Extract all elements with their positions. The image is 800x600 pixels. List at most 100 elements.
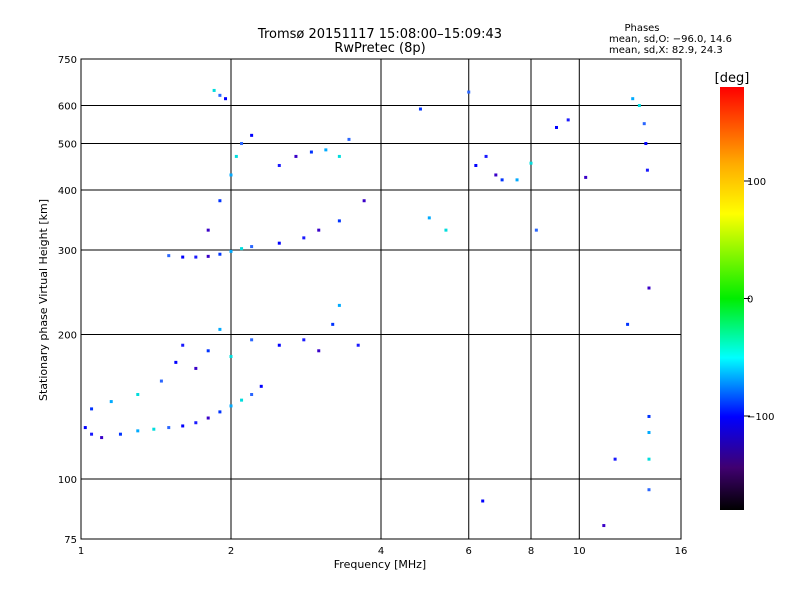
- data-point: [100, 436, 104, 440]
- data-point: [229, 173, 233, 177]
- data-point: [259, 384, 263, 388]
- data-point: [250, 133, 254, 137]
- data-point: [494, 173, 498, 177]
- data-point: [515, 178, 519, 182]
- data-point: [90, 432, 94, 436]
- data-point: [481, 499, 485, 503]
- data-point: [234, 154, 238, 158]
- chart-subtitle: RwPretec (8p): [334, 41, 425, 56]
- data-point: [206, 254, 210, 258]
- data-point: [218, 93, 222, 97]
- x-tick-label: 1: [78, 546, 84, 557]
- data-point: [347, 137, 351, 141]
- data-point: [136, 393, 140, 397]
- data-point: [277, 343, 281, 347]
- data-point: [356, 343, 360, 347]
- plot-grid: [81, 59, 681, 539]
- data-point: [206, 349, 210, 353]
- chart-title: Tromsø 20151117 15:08:00–15:09:43: [257, 27, 502, 42]
- data-point: [647, 286, 651, 290]
- data-point: [534, 228, 538, 232]
- data-point: [647, 457, 651, 461]
- x-tick-label: 2: [228, 546, 234, 557]
- data-point: [250, 245, 254, 249]
- data-point: [218, 327, 222, 331]
- x-axis-label: Frequency [MHz]: [334, 558, 426, 571]
- data-point: [362, 199, 366, 203]
- x-tick-labels: 1 2 4 6 8 10 16: [78, 546, 688, 557]
- stats-o-line: mean, sd,O: −96.0, 14.6: [609, 34, 732, 45]
- data-point: [500, 178, 504, 182]
- y-tick-label: 300: [58, 246, 77, 257]
- data-point: [240, 247, 244, 251]
- data-point: [647, 414, 651, 418]
- data-point: [644, 142, 648, 146]
- data-point: [584, 175, 588, 179]
- y-tick-label: 100: [58, 475, 77, 486]
- data-point: [277, 241, 281, 245]
- y-axis-label: Stationary phase Virtual Height [km]: [37, 199, 50, 401]
- data-point: [181, 255, 185, 259]
- y-tick-label: 400: [58, 186, 77, 197]
- data-point: [337, 154, 341, 158]
- data-point: [613, 457, 617, 461]
- data-point: [317, 349, 321, 353]
- data-point: [331, 322, 335, 326]
- data-point: [167, 426, 171, 430]
- data-point: [194, 255, 198, 259]
- data-point: [152, 427, 156, 431]
- data-point: [83, 426, 87, 430]
- data-point: [647, 488, 651, 492]
- data-point: [324, 148, 328, 152]
- data-point: [118, 432, 122, 436]
- plot-frame: [80, 58, 682, 540]
- data-point: [206, 416, 210, 420]
- data-point: [474, 163, 478, 167]
- y-tick-label: 200: [58, 331, 77, 342]
- data-point: [174, 360, 178, 364]
- y-tick-labels: 75 100 200 300 400 500 600 750: [58, 55, 77, 546]
- data-point: [218, 410, 222, 414]
- y-tick-label: 75: [64, 535, 77, 546]
- data-point: [554, 125, 558, 129]
- x-tick-label: 16: [675, 546, 688, 557]
- data-point: [218, 252, 222, 256]
- stats-heading: Phases: [624, 23, 659, 34]
- data-point: [229, 404, 233, 408]
- data-point: [159, 379, 163, 383]
- data-point: [109, 400, 113, 404]
- data-point: [642, 122, 646, 126]
- stats-x-line: mean, sd,X: 82.9, 24.3: [609, 45, 723, 56]
- colorbar-tick-label: 0: [747, 295, 753, 306]
- data-point: [224, 97, 228, 101]
- data-point: [194, 421, 198, 425]
- data-point: [167, 254, 171, 258]
- data-point: [337, 219, 341, 223]
- colorbar-label: [deg]: [715, 71, 750, 86]
- data-point: [302, 338, 306, 342]
- y-tick-label: 600: [58, 102, 77, 113]
- data-point: [484, 154, 488, 158]
- data-point: [317, 228, 321, 232]
- data-point: [631, 97, 635, 101]
- data-point: [302, 236, 306, 240]
- data-point: [250, 338, 254, 342]
- colorbar-tick-label: 100: [747, 177, 766, 188]
- data-point: [194, 366, 198, 370]
- data-point: [277, 163, 281, 167]
- data-point: [626, 322, 630, 326]
- data-point: [467, 90, 471, 94]
- data-point: [418, 107, 422, 111]
- data-point: [427, 216, 431, 220]
- y-tick-label: 750: [58, 55, 77, 66]
- data-point: [647, 431, 651, 435]
- x-tick-label: 10: [573, 546, 586, 557]
- colorbar: [deg] 100 0 −100: [715, 71, 774, 510]
- data-point: [181, 343, 185, 347]
- data-point: [602, 524, 606, 528]
- data-point: [229, 249, 233, 253]
- data-point: [229, 354, 233, 358]
- data-point: [645, 168, 649, 172]
- data-point: [136, 429, 140, 433]
